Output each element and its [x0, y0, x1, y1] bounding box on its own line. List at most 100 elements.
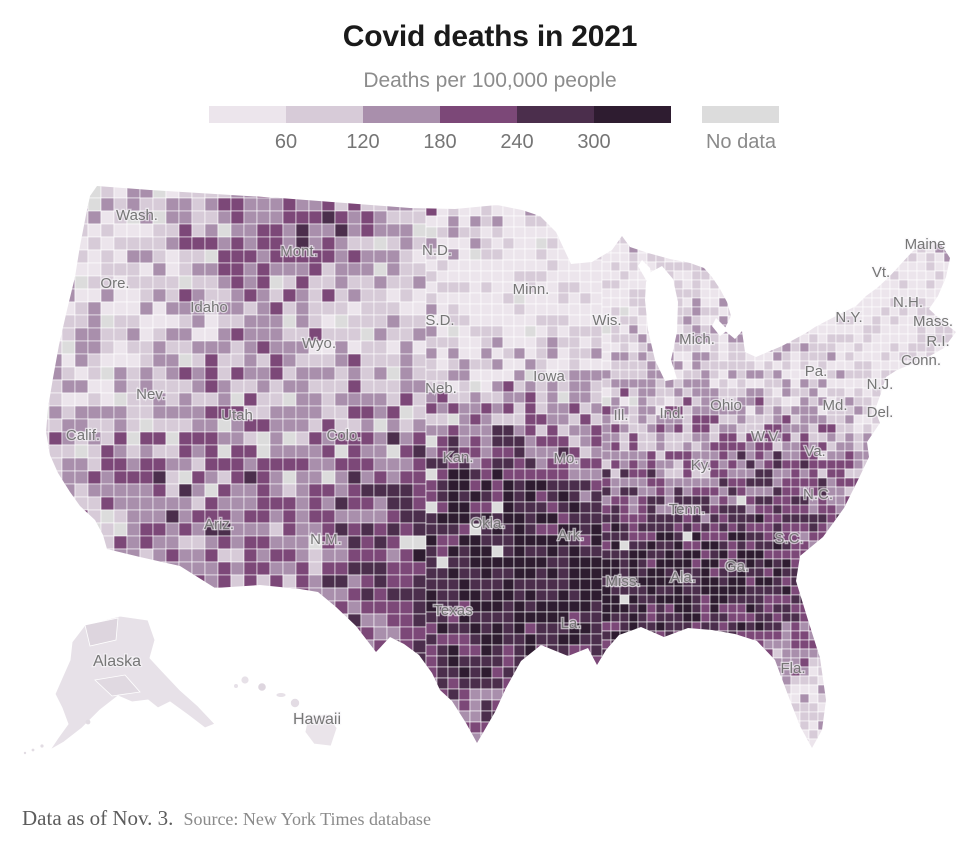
county-cell[interactable]	[763, 225, 774, 236]
county-cell[interactable]	[321, 509, 336, 524]
county-cell[interactable]	[295, 392, 310, 407]
county-cell[interactable]	[943, 684, 954, 695]
county-cell[interactable]	[673, 198, 684, 209]
county-cell[interactable]	[943, 558, 954, 569]
county-cell[interactable]	[826, 441, 837, 452]
county-cell[interactable]	[204, 743, 219, 757]
county-cell[interactable]	[425, 204, 438, 217]
county-cell[interactable]	[535, 545, 548, 558]
county-cell[interactable]	[491, 215, 504, 228]
county-cell[interactable]	[74, 327, 89, 342]
county-cell[interactable]	[808, 181, 819, 191]
county-cell[interactable]	[700, 720, 711, 731]
county-cell[interactable]	[628, 504, 639, 515]
county-cell[interactable]	[295, 743, 310, 757]
county-cell[interactable]	[799, 504, 810, 515]
county-cell[interactable]	[437, 172, 448, 183]
county-cell[interactable]	[469, 556, 482, 569]
county-cell[interactable]	[557, 600, 570, 613]
county-cell[interactable]	[386, 587, 401, 602]
county-cell[interactable]	[491, 347, 504, 360]
county-cell[interactable]	[844, 720, 855, 731]
county-cell[interactable]	[844, 639, 855, 650]
county-cell[interactable]	[334, 470, 349, 485]
county-cell[interactable]	[943, 252, 954, 263]
county-cell[interactable]	[491, 545, 504, 558]
county-cell[interactable]	[952, 423, 962, 434]
county-cell[interactable]	[790, 450, 801, 461]
county-cell[interactable]	[568, 600, 581, 613]
county-cell[interactable]	[579, 259, 592, 272]
county-cell[interactable]	[637, 279, 648, 290]
county-cell[interactable]	[360, 470, 375, 485]
county-cell[interactable]	[962, 217, 971, 226]
county-cell[interactable]	[308, 509, 323, 524]
county-cell[interactable]	[601, 729, 612, 740]
county-cell[interactable]	[191, 340, 206, 355]
county-cell[interactable]	[835, 603, 846, 614]
county-cell[interactable]	[436, 512, 449, 525]
county-cell[interactable]	[934, 693, 945, 704]
county-cell[interactable]	[87, 223, 102, 238]
county-cell[interactable]	[844, 297, 855, 308]
county-cell[interactable]	[718, 369, 729, 380]
county-cell[interactable]	[772, 729, 783, 740]
county-cell[interactable]	[727, 225, 738, 236]
county-cell[interactable]	[889, 603, 900, 614]
county-cell[interactable]	[480, 183, 493, 195]
county-cell[interactable]	[230, 730, 245, 745]
county-cell[interactable]	[469, 479, 482, 492]
county-cell[interactable]	[469, 622, 482, 635]
county-cell[interactable]	[557, 633, 570, 646]
county-cell[interactable]	[412, 275, 427, 290]
county-cell[interactable]	[943, 747, 954, 757]
county-cell[interactable]	[502, 435, 515, 448]
county-cell[interactable]	[447, 358, 460, 371]
county-cell[interactable]	[889, 342, 900, 353]
county-cell[interactable]	[256, 457, 271, 472]
county-cell[interactable]	[817, 198, 828, 209]
county-cell[interactable]	[87, 561, 102, 576]
county-cell[interactable]	[425, 457, 438, 470]
county-cell[interactable]	[524, 226, 537, 239]
county-cell[interactable]	[601, 396, 612, 407]
county-cell[interactable]	[61, 340, 76, 355]
county-cell[interactable]	[673, 675, 684, 686]
county-cell[interactable]	[619, 216, 630, 227]
county-cell[interactable]	[502, 589, 515, 602]
county-cell[interactable]	[308, 444, 323, 459]
county-cell[interactable]	[700, 531, 711, 542]
county-cell[interactable]	[568, 402, 581, 415]
county-cell[interactable]	[610, 432, 621, 443]
county-cell[interactable]	[790, 639, 801, 650]
county-cell[interactable]	[347, 483, 362, 498]
county-cell[interactable]	[502, 226, 515, 239]
county-cell[interactable]	[524, 490, 537, 503]
county-cell[interactable]	[447, 578, 460, 591]
county-cell[interactable]	[557, 644, 570, 657]
county-cell[interactable]	[709, 234, 720, 245]
county-cell[interactable]	[682, 279, 693, 290]
county-cell[interactable]	[165, 483, 180, 498]
county-cell[interactable]	[745, 181, 756, 191]
county-cell[interactable]	[373, 431, 388, 446]
county-cell[interactable]	[205, 172, 218, 185]
county-cell[interactable]	[817, 306, 828, 317]
county-cell[interactable]	[425, 578, 438, 591]
county-cell[interactable]	[745, 522, 756, 533]
county-cell[interactable]	[754, 315, 765, 326]
county-cell[interactable]	[898, 207, 909, 218]
county-cell[interactable]	[943, 513, 954, 524]
county-cell[interactable]	[682, 675, 693, 686]
county-cell[interactable]	[74, 262, 89, 277]
county-cell[interactable]	[568, 303, 581, 316]
county-cell[interactable]	[952, 306, 962, 317]
county-cell[interactable]	[763, 189, 774, 200]
county-cell[interactable]	[925, 558, 936, 569]
county-cell[interactable]	[386, 613, 401, 628]
county-cell[interactable]	[844, 522, 855, 533]
county-cell[interactable]	[48, 470, 63, 485]
county-cell[interactable]	[568, 413, 581, 426]
county-cell[interactable]	[736, 720, 747, 731]
county-mosaic[interactable]	[36, 172, 971, 770]
